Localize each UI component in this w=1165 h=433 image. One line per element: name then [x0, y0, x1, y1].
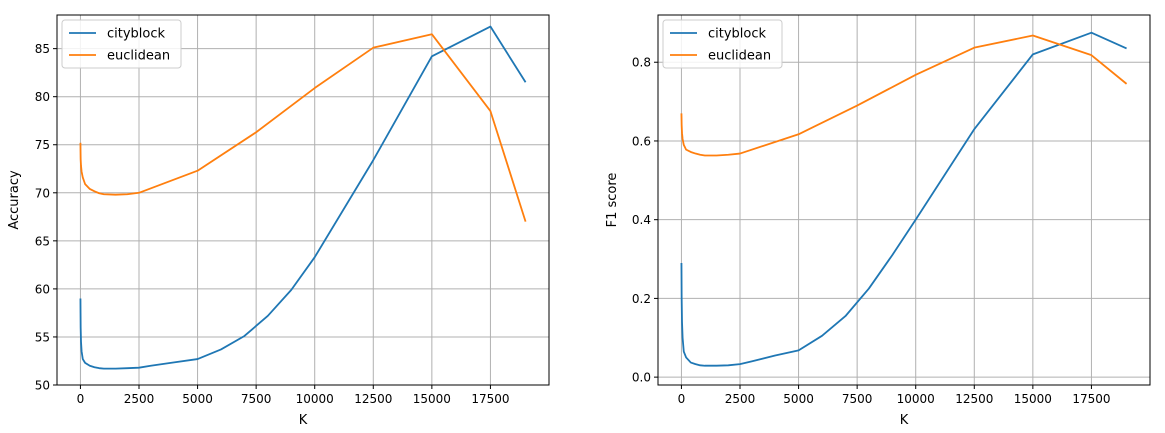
y-tick-label: 70 — [35, 186, 50, 200]
y-tick-label: 60 — [35, 282, 50, 296]
legend-label-euclidean: euclidean — [708, 49, 771, 64]
y-tick-label: 55 — [35, 330, 50, 344]
x-tick-label: 2500 — [124, 392, 155, 406]
x-tick-label: 17500 — [1072, 392, 1110, 406]
x-tick-label: 7500 — [842, 392, 873, 406]
legend-box — [61, 19, 182, 69]
y-tick-label: 75 — [35, 138, 50, 152]
y-tick-label: 0.2 — [632, 292, 651, 306]
x-tick-label: 5000 — [783, 392, 814, 406]
x-axis-label: K — [299, 413, 308, 428]
x-tick-label: 15000 — [413, 392, 451, 406]
series-line-euclidean — [680, 34, 1128, 157]
axes-frame — [657, 14, 1151, 386]
x-tick-label: 15000 — [1014, 392, 1052, 406]
y-tick-label: 50 — [35, 379, 50, 393]
legend-label-cityblock: cityblock — [107, 27, 166, 42]
legend: cityblock euclidean — [61, 19, 182, 69]
x-tick-label: 10000 — [296, 392, 334, 406]
x-tick-label: 0 — [678, 392, 686, 406]
x-tick-label: 12500 — [955, 392, 993, 406]
x-tick-label: 7500 — [241, 392, 272, 406]
x-tick-label: 0 — [77, 392, 85, 406]
subplot-1: 0 2500 5000 7500 10000 12500 15000 17500 50 55 60 6… — [7, 14, 550, 428]
legend-box — [662, 19, 783, 69]
y-tick-label: 0.4 — [632, 213, 651, 227]
x-tick-label: 12500 — [354, 392, 392, 406]
x-tick-label: 10000 — [897, 392, 935, 406]
series-line-cityblock — [79, 25, 527, 370]
x-axis-label: K — [900, 413, 909, 428]
y-tick-label: 85 — [35, 42, 50, 56]
y-tick-label: 0.0 — [632, 371, 651, 385]
y-tick-label: 0.6 — [632, 134, 651, 148]
y-axis-label: F1 score — [605, 173, 620, 228]
series-line-cityblock — [680, 31, 1127, 367]
legend: cityblock euclidean — [662, 19, 783, 69]
x-tick-label: 2500 — [725, 392, 756, 406]
legend-label-cityblock: cityblock — [708, 27, 767, 42]
legend-label-euclidean: euclidean — [107, 49, 170, 64]
x-tick-label: 5000 — [182, 392, 213, 406]
y-tick-label: 0.8 — [632, 56, 651, 70]
subplot-2: 0 2500 5000 7500 10000 12500 15000 17500 0.0 0.2 0… — [605, 14, 1151, 428]
y-tick-label: 65 — [35, 234, 50, 248]
y-axis-label: Accuracy — [7, 170, 22, 230]
axes-frame — [56, 14, 550, 386]
y-tick-label: 80 — [35, 90, 50, 104]
x-tick-label: 17500 — [471, 392, 509, 406]
series-line-euclidean — [79, 33, 527, 222]
